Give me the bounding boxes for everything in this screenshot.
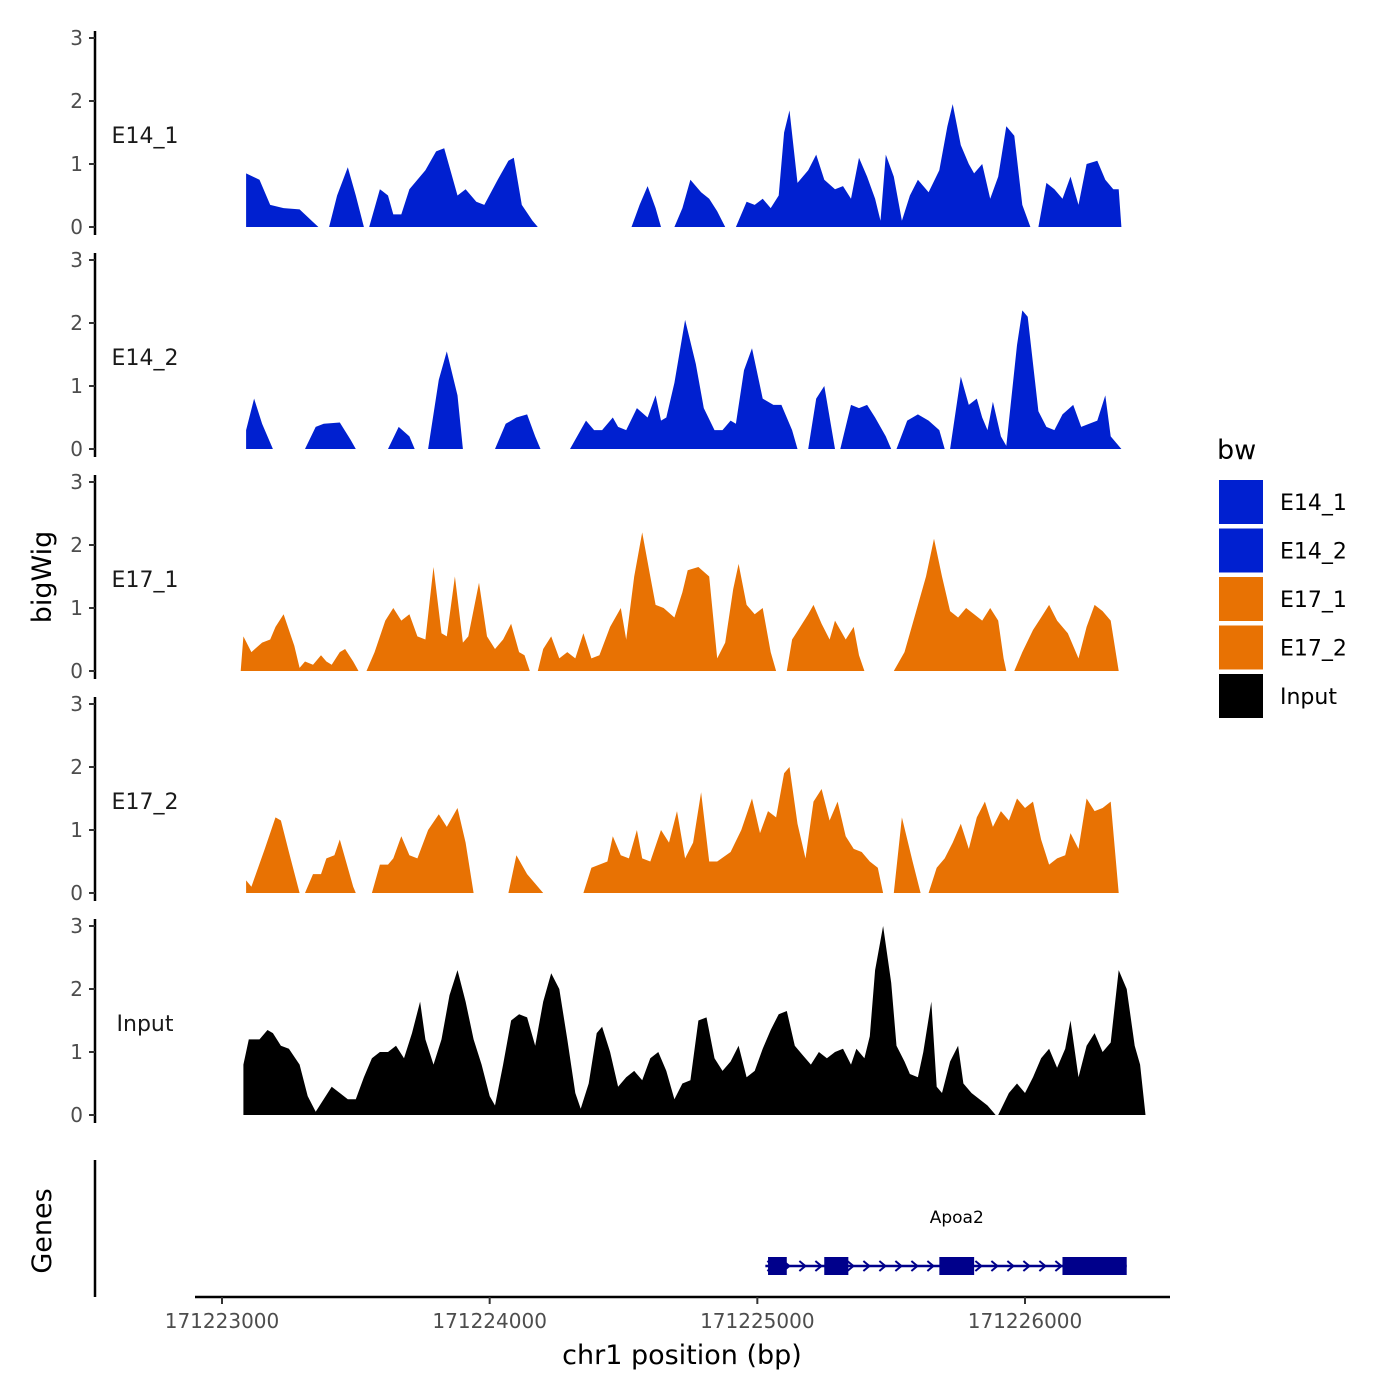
y-axis-title: bigWig	[27, 531, 58, 624]
exon	[824, 1257, 849, 1275]
y-tick-label: 1	[70, 152, 83, 176]
y-tick-label: 1	[70, 374, 83, 398]
legend-title: bw	[1217, 435, 1256, 466]
y-tick-label: 3	[70, 470, 83, 494]
x-tick-label: 171226000	[968, 1309, 1083, 1333]
track-label: E14_2	[112, 346, 179, 371]
x-axis-title: chr1 position (bp)	[562, 1340, 802, 1371]
strand-arrow	[926, 1260, 935, 1272]
y-tick-label: 3	[70, 26, 83, 50]
x-tick-label: 171224000	[432, 1309, 547, 1333]
track-E14_2: 0 1 2 3 E14_2	[70, 248, 1122, 461]
strand-arrow	[1054, 1260, 1063, 1272]
strand-arrow	[974, 1260, 983, 1272]
y-tick-label: 0	[70, 659, 83, 683]
legend-label: E14_2	[1280, 540, 1347, 565]
legend-swatch	[1219, 625, 1263, 670]
area-E14_1	[246, 104, 1122, 227]
strand-arrow	[1038, 1260, 1047, 1272]
genes-layer: Apoa2	[93, 1160, 1127, 1297]
track-label: E17_2	[112, 790, 179, 815]
legend-swatch	[1219, 674, 1263, 718]
legend-item: E14_1	[1219, 480, 1347, 524]
y-tick-label: 0	[70, 215, 83, 239]
track-E17_1: 0 1 2 3 E17_1	[70, 470, 1119, 683]
exon	[939, 1257, 975, 1275]
strand-arrow	[846, 1260, 855, 1272]
area-E17_1	[240, 532, 1119, 671]
strand-arrow	[862, 1260, 871, 1272]
legend-label: E17_2	[1280, 637, 1347, 662]
strand-arrow	[894, 1260, 903, 1272]
strand-arrow	[1006, 1260, 1015, 1272]
exon	[1062, 1257, 1127, 1275]
area-E17_2	[246, 767, 1119, 893]
track-label: E14_1	[112, 124, 179, 149]
track-label: E17_1	[112, 568, 179, 593]
track-E14_1: 0 1 2 3 E14_1	[70, 26, 1122, 239]
legend-swatch	[1219, 577, 1263, 621]
legend-label: Input	[1280, 685, 1337, 710]
tracks-layer: 0 1 2 3 E14_1 0 1 2 3 E14_2 0 1 2 3 E17_1 0 1 2 3 E17_2 0 1 2 3…	[70, 26, 1146, 1127]
y-tick-label: 2	[70, 89, 83, 113]
y-tick-label: 1	[70, 1040, 83, 1064]
legend-label: E14_1	[1280, 491, 1347, 516]
x-tick-label: 171223000	[165, 1309, 280, 1333]
x-axis: 171223000 171224000 171225000 171226000	[165, 1295, 1170, 1333]
strand-arrow	[1022, 1260, 1031, 1272]
area-E14_2	[246, 310, 1122, 449]
genes-axis-title: Genes	[27, 1188, 58, 1273]
legend-item: E17_1	[1219, 577, 1347, 621]
area-Input	[243, 926, 1146, 1115]
y-tick-label: 0	[70, 1103, 83, 1127]
gene-label: Apoa2	[930, 1208, 984, 1228]
y-tick-label: 1	[70, 818, 83, 842]
y-tick-label: 3	[70, 914, 83, 938]
y-tick-label: 2	[70, 311, 83, 335]
exon	[768, 1257, 787, 1275]
legend-item: E17_2	[1219, 625, 1347, 670]
strand-arrow	[910, 1260, 919, 1272]
x-tick-label: 171225000	[700, 1309, 815, 1333]
y-tick-label: 3	[70, 692, 83, 716]
track-Input: 0 1 2 3 Input	[70, 914, 1146, 1127]
legend-items: E14_1 E14_2 E17_1 E17_2 Input	[1219, 480, 1347, 718]
legend: bw E14_1 E14_2 E17_1 E17_2 Input	[1217, 435, 1347, 718]
strand-arrow	[990, 1260, 999, 1272]
y-tick-label: 3	[70, 248, 83, 272]
y-tick-label: 2	[70, 977, 83, 1001]
y-tick-label: 2	[70, 533, 83, 557]
legend-label: E17_1	[1280, 588, 1347, 613]
y-tick-label: 1	[70, 596, 83, 620]
track-E17_2: 0 1 2 3 E17_2	[70, 692, 1119, 905]
strand-arrow	[814, 1260, 823, 1272]
gene-Apoa2: Apoa2	[765, 1208, 1127, 1275]
strand-arrow	[878, 1260, 887, 1272]
y-tick-label: 2	[70, 755, 83, 779]
legend-swatch	[1219, 480, 1263, 524]
strand-arrow	[798, 1260, 807, 1272]
legend-item: Input	[1219, 674, 1337, 718]
track-label: Input	[117, 1012, 174, 1037]
legend-item: E14_2	[1219, 528, 1347, 573]
y-tick-label: 0	[70, 881, 83, 905]
legend-swatch	[1219, 528, 1263, 573]
y-tick-label: 0	[70, 437, 83, 461]
